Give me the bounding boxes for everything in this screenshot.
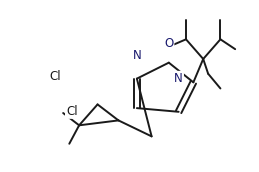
Text: Cl: Cl (66, 105, 77, 118)
Text: Cl: Cl (49, 70, 61, 83)
Text: N: N (174, 72, 183, 85)
Text: N: N (133, 49, 141, 62)
Text: O: O (164, 37, 174, 50)
